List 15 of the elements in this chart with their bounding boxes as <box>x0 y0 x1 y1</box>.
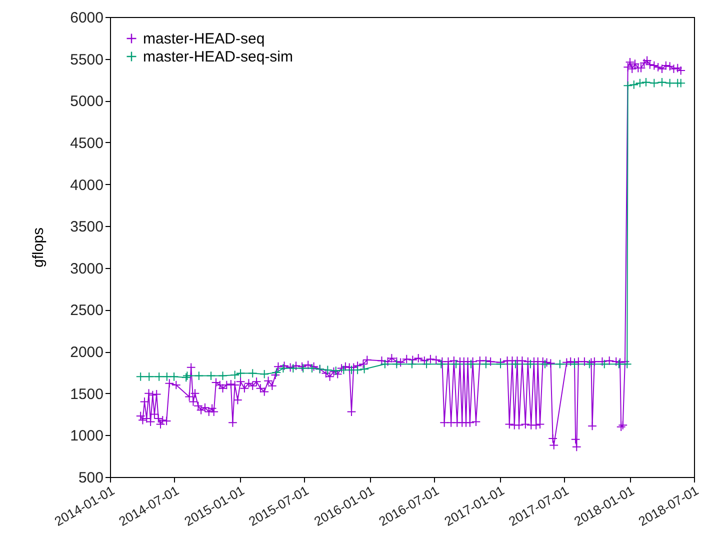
y-tick-label: 5500 <box>70 51 104 68</box>
y-tick-label: 1500 <box>70 386 104 403</box>
y-tick-label: 6000 <box>70 10 104 26</box>
legend-label: master-HEAD-seq <box>143 30 265 48</box>
y-tick-label: 4500 <box>70 134 104 152</box>
y-tick-label: 2000 <box>70 344 104 362</box>
y-tick-label: 3000 <box>70 260 104 278</box>
y-tick-label: 1000 <box>70 428 104 445</box>
y-tick-label: 5000 <box>70 93 104 110</box>
legend-label: master-HEAD-seq-sim <box>143 48 294 66</box>
y-tick-label: 2500 <box>70 302 104 320</box>
y-tick-label: 3500 <box>70 218 104 236</box>
y-axis-title: gflops <box>30 227 48 268</box>
y-tick-label: 500 <box>78 470 104 486</box>
y-tick-label: 4000 <box>70 176 104 194</box>
